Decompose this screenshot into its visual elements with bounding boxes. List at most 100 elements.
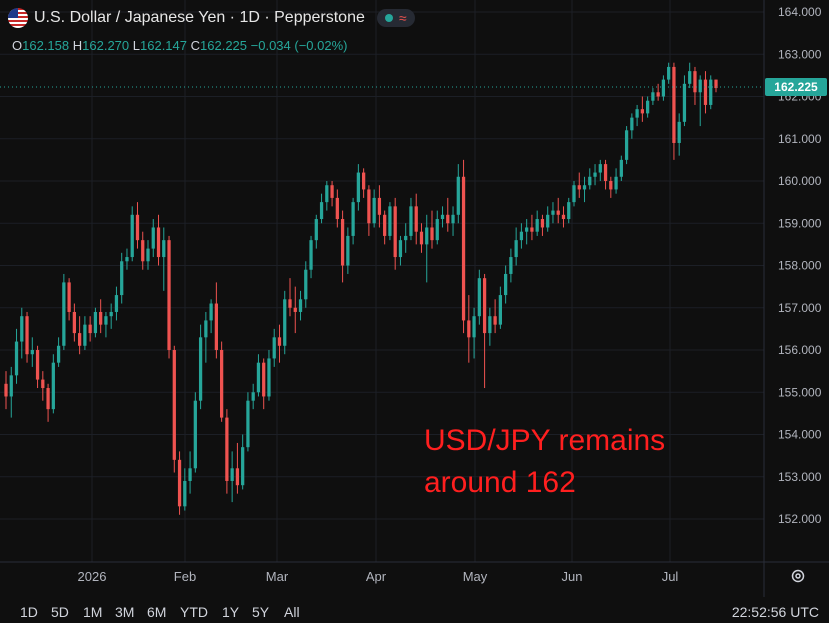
candle-body [214, 303, 219, 350]
candle-body [709, 79, 713, 105]
candle-body [667, 66, 671, 80]
wave-icon: ≈ [398, 10, 407, 26]
utc-clock[interactable]: 22:52:56 UTC [731, 604, 819, 620]
price-tick-label: 163.000 [778, 47, 822, 61]
candle-body [72, 311, 77, 334]
candle-body [425, 227, 429, 245]
range-all-button[interactable]: All [284, 604, 300, 620]
time-tick-label: Mar [266, 569, 289, 584]
candle [467, 295, 471, 363]
candle [409, 197, 413, 241]
candle-body [225, 417, 229, 481]
gear-icon[interactable] [790, 568, 806, 584]
range-1y-button[interactable]: 1Y [222, 604, 240, 620]
candle [588, 168, 592, 190]
candle [472, 307, 476, 359]
close-key: C [190, 38, 201, 53]
candle [309, 235, 313, 279]
candle-body [114, 295, 119, 312]
price-tick-label: 154.000 [778, 428, 822, 442]
last-price-label: 162.225 [765, 77, 827, 96]
annotation-line-1: USD/JPY remains [424, 424, 666, 457]
bottom-toolbar: 1D 5D 1M 3M 6M YTD 1Y 5Y All 22:52:56 UT… [0, 597, 829, 623]
candle-body [135, 214, 140, 241]
candle [35, 345, 40, 389]
candle-body [246, 400, 250, 448]
range-1d-button[interactable]: 1D [20, 604, 38, 620]
symbol-title[interactable]: U.S. Dollar / Japanese Yen · 1D · Pepper… [34, 9, 365, 26]
candle [630, 113, 634, 139]
candle [461, 159, 466, 334]
candle [72, 303, 77, 342]
range-3m-button[interactable]: 3M [115, 604, 135, 620]
candle-body [167, 240, 171, 350]
candle-body [556, 210, 560, 215]
candle-body [677, 121, 681, 143]
range-5y-button[interactable]: 5Y [252, 604, 270, 620]
candle [56, 337, 61, 367]
candle [293, 286, 297, 334]
candle-body [209, 303, 213, 321]
status-pill[interactable]: ≈ [376, 9, 415, 27]
candle [177, 451, 182, 515]
candle [20, 307, 24, 359]
candle-body [651, 92, 655, 101]
green-dot-icon [384, 14, 393, 22]
candle-body [630, 117, 634, 131]
candle [672, 62, 676, 160]
candle-body [356, 172, 361, 203]
candle-body [703, 79, 708, 105]
candle [572, 181, 576, 207]
candle [14, 328, 19, 384]
candle [582, 176, 587, 203]
candle [130, 206, 134, 262]
candle-body [130, 214, 134, 258]
candle-body [204, 320, 208, 338]
candle [425, 214, 429, 283]
candle-body [120, 261, 124, 296]
time-axis[interactable]: 2026 Feb Mar Apr May Jun Jul [78, 569, 679, 584]
candle-body [698, 79, 702, 93]
candle-body [714, 79, 718, 89]
candle [172, 345, 176, 473]
candle [477, 269, 481, 325]
candle [251, 383, 255, 410]
candle-body [14, 341, 19, 376]
candle [51, 354, 55, 414]
candles [4, 62, 718, 515]
candle [488, 307, 492, 346]
candle [709, 75, 713, 110]
range-6m-button[interactable]: 6M [147, 604, 167, 620]
candle-body [162, 240, 166, 258]
range-1m-button[interactable]: 1M [83, 604, 103, 620]
candle [135, 202, 140, 249]
candle [482, 273, 487, 389]
candle [356, 164, 361, 211]
range-ytd-button[interactable]: YTD [180, 604, 208, 620]
last-price-value: 162.225 [774, 80, 818, 94]
candle [304, 261, 308, 308]
candle-body [477, 278, 481, 317]
candle-body [561, 214, 566, 220]
candle [209, 299, 213, 334]
candle-body [314, 219, 318, 241]
candle [651, 88, 655, 105]
candle [346, 227, 350, 274]
candle-body [235, 468, 240, 486]
candle [62, 273, 66, 350]
price-axis[interactable]: 164.000163.000162.000161.000160.000159.0… [778, 5, 822, 526]
candle [151, 219, 155, 258]
candle [393, 197, 397, 270]
symbol-header[interactable]: U.S. Dollar / Japanese Yen · 1D · Pepper… [8, 8, 415, 28]
candle [41, 371, 45, 401]
candle [146, 240, 150, 270]
candle [430, 210, 434, 249]
price-tick-label: 159.000 [778, 216, 822, 230]
candle-body [546, 214, 550, 228]
candle [509, 248, 513, 283]
candle-body [219, 350, 224, 418]
range-5d-button[interactable]: 5D [51, 604, 69, 620]
candle-body [288, 299, 292, 308]
time-tick-label: Jun [562, 569, 583, 584]
